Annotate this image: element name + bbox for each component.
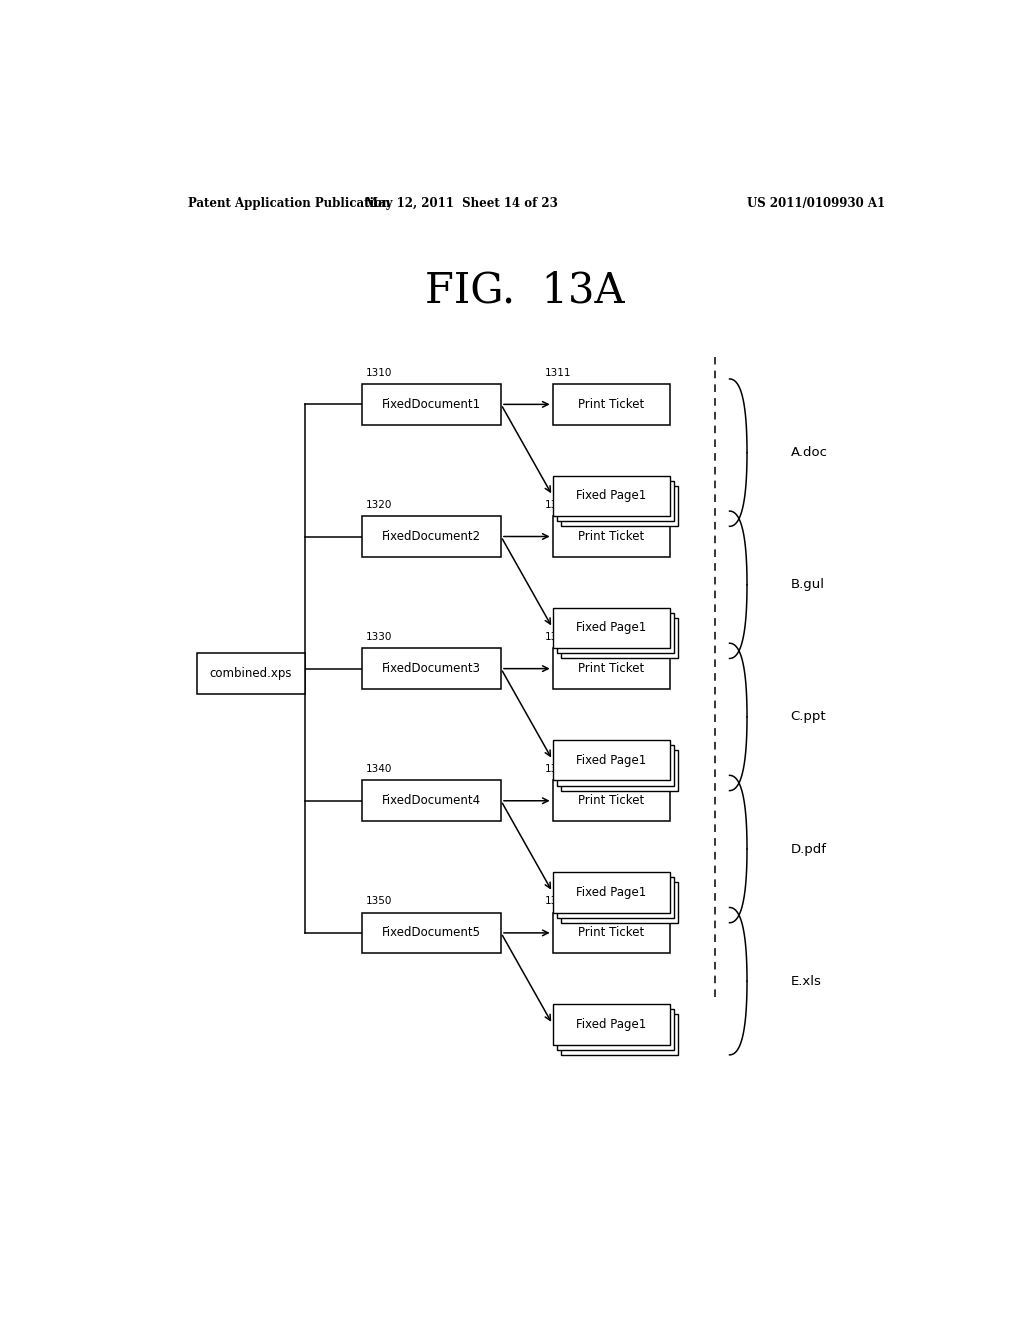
Text: combined.xps: combined.xps bbox=[210, 667, 292, 680]
FancyBboxPatch shape bbox=[557, 1008, 674, 1049]
Text: Fixed Page1: Fixed Page1 bbox=[577, 622, 646, 635]
FancyBboxPatch shape bbox=[553, 912, 670, 953]
FancyBboxPatch shape bbox=[560, 750, 678, 791]
Text: FixedDocument5: FixedDocument5 bbox=[382, 927, 481, 940]
FancyBboxPatch shape bbox=[362, 780, 501, 821]
Text: E.xls: E.xls bbox=[791, 974, 821, 987]
FancyBboxPatch shape bbox=[362, 516, 501, 557]
FancyBboxPatch shape bbox=[560, 882, 678, 923]
FancyBboxPatch shape bbox=[553, 873, 670, 912]
Text: Fixed Page1: Fixed Page1 bbox=[577, 886, 646, 899]
Text: Patent Application Publication: Patent Application Publication bbox=[187, 197, 390, 210]
FancyBboxPatch shape bbox=[553, 1005, 670, 1044]
Text: Print Ticket: Print Ticket bbox=[579, 795, 644, 808]
Text: Fixed Page1: Fixed Page1 bbox=[577, 490, 646, 503]
Text: FixedDocument2: FixedDocument2 bbox=[382, 531, 481, 543]
FancyBboxPatch shape bbox=[557, 612, 674, 653]
FancyBboxPatch shape bbox=[553, 780, 670, 821]
FancyBboxPatch shape bbox=[553, 384, 670, 425]
Text: 1351: 1351 bbox=[545, 896, 571, 907]
FancyBboxPatch shape bbox=[560, 1014, 678, 1055]
FancyBboxPatch shape bbox=[557, 480, 674, 521]
Text: FIG.  13A: FIG. 13A bbox=[425, 269, 625, 312]
Text: B.gul: B.gul bbox=[791, 578, 824, 591]
Text: 1340: 1340 bbox=[367, 764, 392, 775]
FancyBboxPatch shape bbox=[198, 653, 304, 694]
Text: Fixed Page1: Fixed Page1 bbox=[577, 1018, 646, 1031]
Text: US 2011/0109930 A1: US 2011/0109930 A1 bbox=[748, 197, 885, 210]
Text: 1310: 1310 bbox=[367, 368, 392, 378]
Text: Fixed Page1: Fixed Page1 bbox=[577, 754, 646, 767]
Text: 1331: 1331 bbox=[545, 632, 571, 643]
Text: 1320: 1320 bbox=[367, 500, 392, 510]
FancyBboxPatch shape bbox=[553, 516, 670, 557]
Text: FixedDocument4: FixedDocument4 bbox=[382, 795, 481, 808]
Text: 1311: 1311 bbox=[545, 368, 571, 378]
FancyBboxPatch shape bbox=[557, 744, 674, 785]
FancyBboxPatch shape bbox=[560, 486, 678, 527]
Text: Print Ticket: Print Ticket bbox=[579, 397, 644, 411]
Text: D.pdf: D.pdf bbox=[791, 842, 826, 855]
Text: Print Ticket: Print Ticket bbox=[579, 663, 644, 675]
FancyBboxPatch shape bbox=[553, 739, 670, 780]
Text: A.doc: A.doc bbox=[791, 446, 827, 459]
Text: 1321: 1321 bbox=[545, 500, 571, 510]
Text: FixedDocument3: FixedDocument3 bbox=[382, 663, 481, 675]
Text: May 12, 2011  Sheet 14 of 23: May 12, 2011 Sheet 14 of 23 bbox=[365, 197, 558, 210]
Text: 1350: 1350 bbox=[367, 896, 392, 907]
Text: Print Ticket: Print Ticket bbox=[579, 927, 644, 940]
Text: FixedDocument1: FixedDocument1 bbox=[382, 397, 481, 411]
FancyBboxPatch shape bbox=[362, 648, 501, 689]
FancyBboxPatch shape bbox=[557, 876, 674, 917]
Text: 1330: 1330 bbox=[367, 632, 392, 643]
FancyBboxPatch shape bbox=[553, 475, 670, 516]
Text: Print Ticket: Print Ticket bbox=[579, 531, 644, 543]
FancyBboxPatch shape bbox=[362, 384, 501, 425]
FancyBboxPatch shape bbox=[553, 607, 670, 648]
FancyBboxPatch shape bbox=[553, 648, 670, 689]
FancyBboxPatch shape bbox=[362, 912, 501, 953]
Text: 1341: 1341 bbox=[545, 764, 571, 775]
Text: C.ppt: C.ppt bbox=[791, 710, 826, 723]
FancyBboxPatch shape bbox=[560, 618, 678, 659]
